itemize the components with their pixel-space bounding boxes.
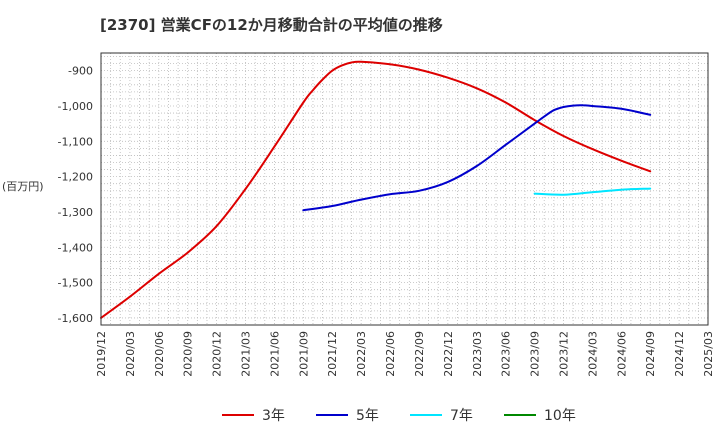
series-lines bbox=[100, 60, 652, 319]
legend-label-3y: 3年 bbox=[262, 408, 285, 424]
x-tick-label: 2024/12 bbox=[673, 331, 686, 377]
x-tick-label: 2020/12 bbox=[211, 331, 224, 377]
legend-swatch-7y bbox=[410, 414, 442, 416]
grid bbox=[101, 53, 708, 325]
y-tick-label: -1,200 bbox=[58, 171, 93, 184]
x-tick-label: 2023/03 bbox=[471, 331, 484, 377]
y-tick-label: -1,500 bbox=[58, 277, 93, 290]
x-tick-label: 2024/03 bbox=[586, 331, 599, 377]
series-line-0 bbox=[100, 60, 652, 319]
x-tick-label: 2023/06 bbox=[500, 331, 513, 377]
legend-swatch-5y bbox=[316, 414, 348, 416]
x-tick-label: 2020/06 bbox=[153, 331, 166, 377]
x-tick-label: 2019/12 bbox=[95, 331, 108, 377]
series-line-1 bbox=[302, 104, 652, 212]
legend-label-7y: 7年 bbox=[450, 408, 473, 424]
legend-swatch-10y bbox=[504, 414, 536, 416]
y-tick-label: -1,000 bbox=[58, 100, 93, 113]
plot-frame bbox=[100, 52, 709, 326]
x-tick-label: 2021/12 bbox=[326, 331, 339, 377]
x-tick-label: 2023/09 bbox=[529, 331, 542, 377]
x-tick-label: 2020/09 bbox=[182, 331, 195, 377]
x-tick-label: 2021/09 bbox=[297, 331, 310, 377]
x-tick-label: 2022/09 bbox=[413, 331, 426, 377]
axis-ticks: -900 -1,000 -1,100 -1,200 -1,300 -1,400 -1,500… bbox=[58, 65, 715, 377]
x-tick-label: 2025/03 bbox=[702, 331, 715, 377]
legend: 3年 5年 7年 10年 bbox=[0, 404, 720, 428]
y-tick-label: -1,600 bbox=[58, 312, 93, 325]
legend-label-5y: 5年 bbox=[356, 408, 379, 424]
y-tick-label: -1,100 bbox=[58, 135, 93, 148]
x-tick-label: 2023/12 bbox=[557, 331, 570, 377]
x-tick-label: 2022/03 bbox=[355, 331, 368, 377]
y-axis-label: (百万円) bbox=[2, 180, 44, 193]
x-tick-label: 2021/03 bbox=[240, 331, 253, 377]
legend-label-10y: 10年 bbox=[544, 408, 576, 424]
x-tick-label: 2020/03 bbox=[124, 331, 137, 377]
x-tick-label: 2022/06 bbox=[384, 331, 397, 377]
y-tick-label: -1,400 bbox=[58, 241, 93, 254]
x-tick-label: 2021/06 bbox=[268, 331, 281, 377]
chart-title: [2370] 営業CFの12か月移動合計の平均値の推移 bbox=[100, 16, 443, 34]
y-tick-label: -1,300 bbox=[58, 206, 93, 219]
series-line-2 bbox=[533, 187, 652, 196]
x-tick-label: 2022/12 bbox=[442, 331, 455, 377]
x-tick-label: 2024/09 bbox=[644, 331, 657, 377]
legend-swatch-3y bbox=[222, 414, 254, 416]
y-tick-label: -900 bbox=[68, 65, 93, 78]
x-tick-label: 2024/06 bbox=[615, 331, 628, 377]
